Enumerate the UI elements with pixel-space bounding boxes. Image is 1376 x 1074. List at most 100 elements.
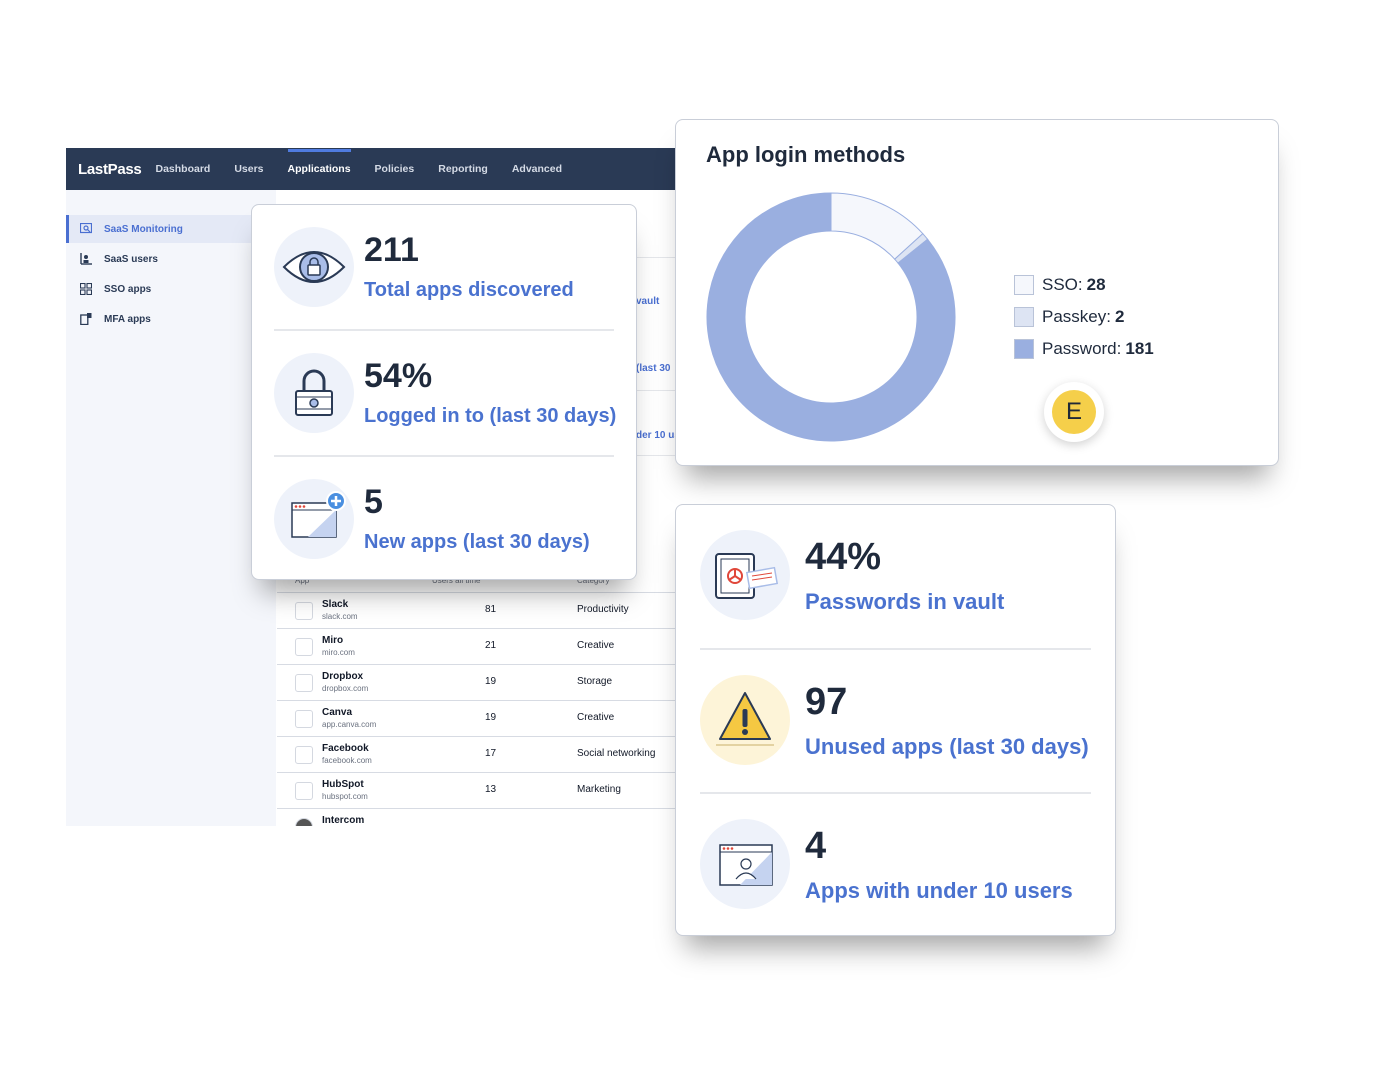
divider [274, 455, 614, 457]
users-chart-icon [80, 253, 92, 265]
sidebar-item-mfa-apps[interactable]: MFA apps [66, 305, 276, 333]
legend-item-passkey: Passkey: 2 [1014, 301, 1154, 333]
legend-swatch [1014, 339, 1034, 359]
sidebar-item-saas-users[interactable]: SaaS users [66, 245, 276, 273]
app-users: 17 [485, 748, 497, 759]
divider [700, 792, 1091, 794]
app-category: Creative [577, 712, 615, 723]
app-name[interactable]: HubSpot [322, 779, 364, 790]
nav-dashboard[interactable]: Dashboard [155, 163, 211, 175]
stat-total-apps: 211 Total apps discovered [252, 205, 636, 330]
app-domain: miro.com [322, 648, 355, 657]
app-category: Productivity [577, 604, 629, 615]
app-name[interactable]: Intercom [322, 815, 365, 826]
sidebar-item-saas-monitoring[interactable]: SaaS Monitoring [66, 215, 279, 243]
nav-policies[interactable]: Policies [374, 163, 415, 175]
eye-lock-icon [274, 227, 354, 307]
app-users: 21 [485, 640, 497, 651]
health-stats-card: 44% Passwords in vault 97 Unused apps (l… [675, 504, 1116, 936]
nav-reporting[interactable]: Reporting [438, 163, 488, 175]
avatar[interactable]: E [1044, 382, 1104, 442]
sidebar-item-label: SSO apps [104, 283, 152, 295]
app-users: 13 [485, 784, 497, 795]
nav-users[interactable]: Users [234, 163, 264, 175]
app-domain: slack.com [322, 612, 358, 621]
row-checkbox[interactable] [295, 710, 313, 728]
app-users: 19 [485, 676, 497, 687]
table-row[interactable]: HubSpot hubspot.com 13 Marketing [277, 772, 706, 808]
app-name[interactable]: Canva [322, 707, 353, 718]
app-category: Marketing [577, 784, 621, 795]
apps-table: App Users all time Category Slack slack.… [277, 572, 706, 826]
table-row[interactable]: Intercom [277, 808, 706, 826]
chart-title: App login methods [706, 142, 906, 167]
stat-label: Logged in to (last 30 days) [364, 405, 617, 427]
stat-label: Passwords in vault [805, 589, 1005, 614]
top-nav-bar: LastPass Dashboard Users Applications Po… [66, 148, 706, 190]
vault-safe-icon [700, 530, 790, 620]
app-name[interactable]: Slack [322, 599, 349, 610]
sidebar-item-label: MFA apps [104, 313, 151, 325]
new-window-icon [274, 479, 354, 559]
peek-text: der 10 us [636, 430, 680, 441]
peek-text: vault [636, 296, 660, 307]
app-users: 19 [485, 712, 497, 723]
sidebar: SaaS Monitoring SaaS users SSO apps [66, 190, 279, 826]
lastpass-logo[interactable]: LastPass [78, 160, 142, 178]
table-row[interactable]: Slack slack.com 81 Productivity [277, 592, 706, 628]
app-name[interactable]: Facebook [322, 743, 369, 754]
row-checkbox[interactable] [295, 602, 313, 620]
app-category: Storage [577, 676, 613, 687]
chart-legend: SSO: 28 Passkey: 2 Password: 181 [1014, 269, 1154, 365]
row-checkbox[interactable] [295, 818, 313, 826]
divider [700, 648, 1091, 650]
nav-advanced[interactable]: Advanced [511, 163, 563, 175]
app-category: Creative [577, 640, 615, 651]
stat-label: New apps (last 30 days) [364, 531, 590, 553]
grid-icon [80, 283, 92, 295]
stat-value: 44% [805, 536, 882, 578]
row-checkbox[interactable] [295, 674, 313, 692]
app-domain: app.canva.com [322, 720, 377, 729]
table-row[interactable]: Facebook facebook.com 17 Social networki… [277, 736, 706, 772]
warning-icon [700, 675, 790, 765]
stat-logged-in: 54% Logged in to (last 30 days) [252, 331, 636, 456]
column-header-users[interactable]: Users all time [432, 576, 481, 585]
table-row[interactable]: Dropbox dropbox.com 19 Storage [277, 664, 706, 700]
table-header: App Users all time Category [277, 572, 706, 592]
nav-applications[interactable]: Applications [287, 149, 351, 175]
app-name[interactable]: Miro [322, 635, 344, 646]
sidebar-item-label: SaaS Monitoring [104, 223, 183, 235]
legend-value: 181 [1125, 339, 1154, 358]
stat-value: 54% [364, 357, 433, 395]
sidebar-item-label: SaaS users [104, 253, 158, 265]
divider [274, 329, 614, 331]
app-name[interactable]: Dropbox [322, 671, 364, 682]
row-checkbox[interactable] [295, 638, 313, 656]
stat-label: Unused apps (last 30 days) [805, 734, 1089, 759]
legend-item-password: Password: 181 [1014, 333, 1154, 365]
legend-value: 2 [1114, 307, 1125, 326]
stat-value: 5 [364, 483, 383, 521]
legend-swatch [1014, 275, 1034, 295]
monitor-search-icon [80, 223, 92, 234]
legend-item-sso: SSO: 28 [1014, 269, 1154, 301]
stat-passwords-in-vault: 44% Passwords in vault [676, 505, 1115, 648]
column-header-app[interactable]: App [295, 576, 310, 585]
user-window-icon [700, 819, 790, 909]
column-header-category[interactable]: Category [577, 576, 610, 585]
legend-label: Password: [1042, 339, 1122, 358]
row-checkbox[interactable] [295, 782, 313, 800]
sidebar-item-sso-apps[interactable]: SSO apps [66, 275, 276, 303]
stat-unused-apps: 97 Unused apps (last 30 days) [676, 650, 1115, 793]
stat-label: Apps with under 10 users [805, 878, 1073, 903]
app-domain: hubspot.com [322, 792, 368, 801]
legend-swatch [1014, 307, 1034, 327]
app-users: 81 [485, 604, 497, 615]
padlock-icon [274, 353, 354, 433]
login-methods-card: App login methods SSO: 28 Passkey: 2 Pas… [675, 119, 1279, 466]
row-checkbox[interactable] [295, 746, 313, 764]
table-row[interactable]: Miro miro.com 21 Creative [277, 628, 706, 664]
table-row[interactable]: Canva app.canva.com 19 Creative [277, 700, 706, 736]
donut-slice-password [706, 192, 956, 442]
